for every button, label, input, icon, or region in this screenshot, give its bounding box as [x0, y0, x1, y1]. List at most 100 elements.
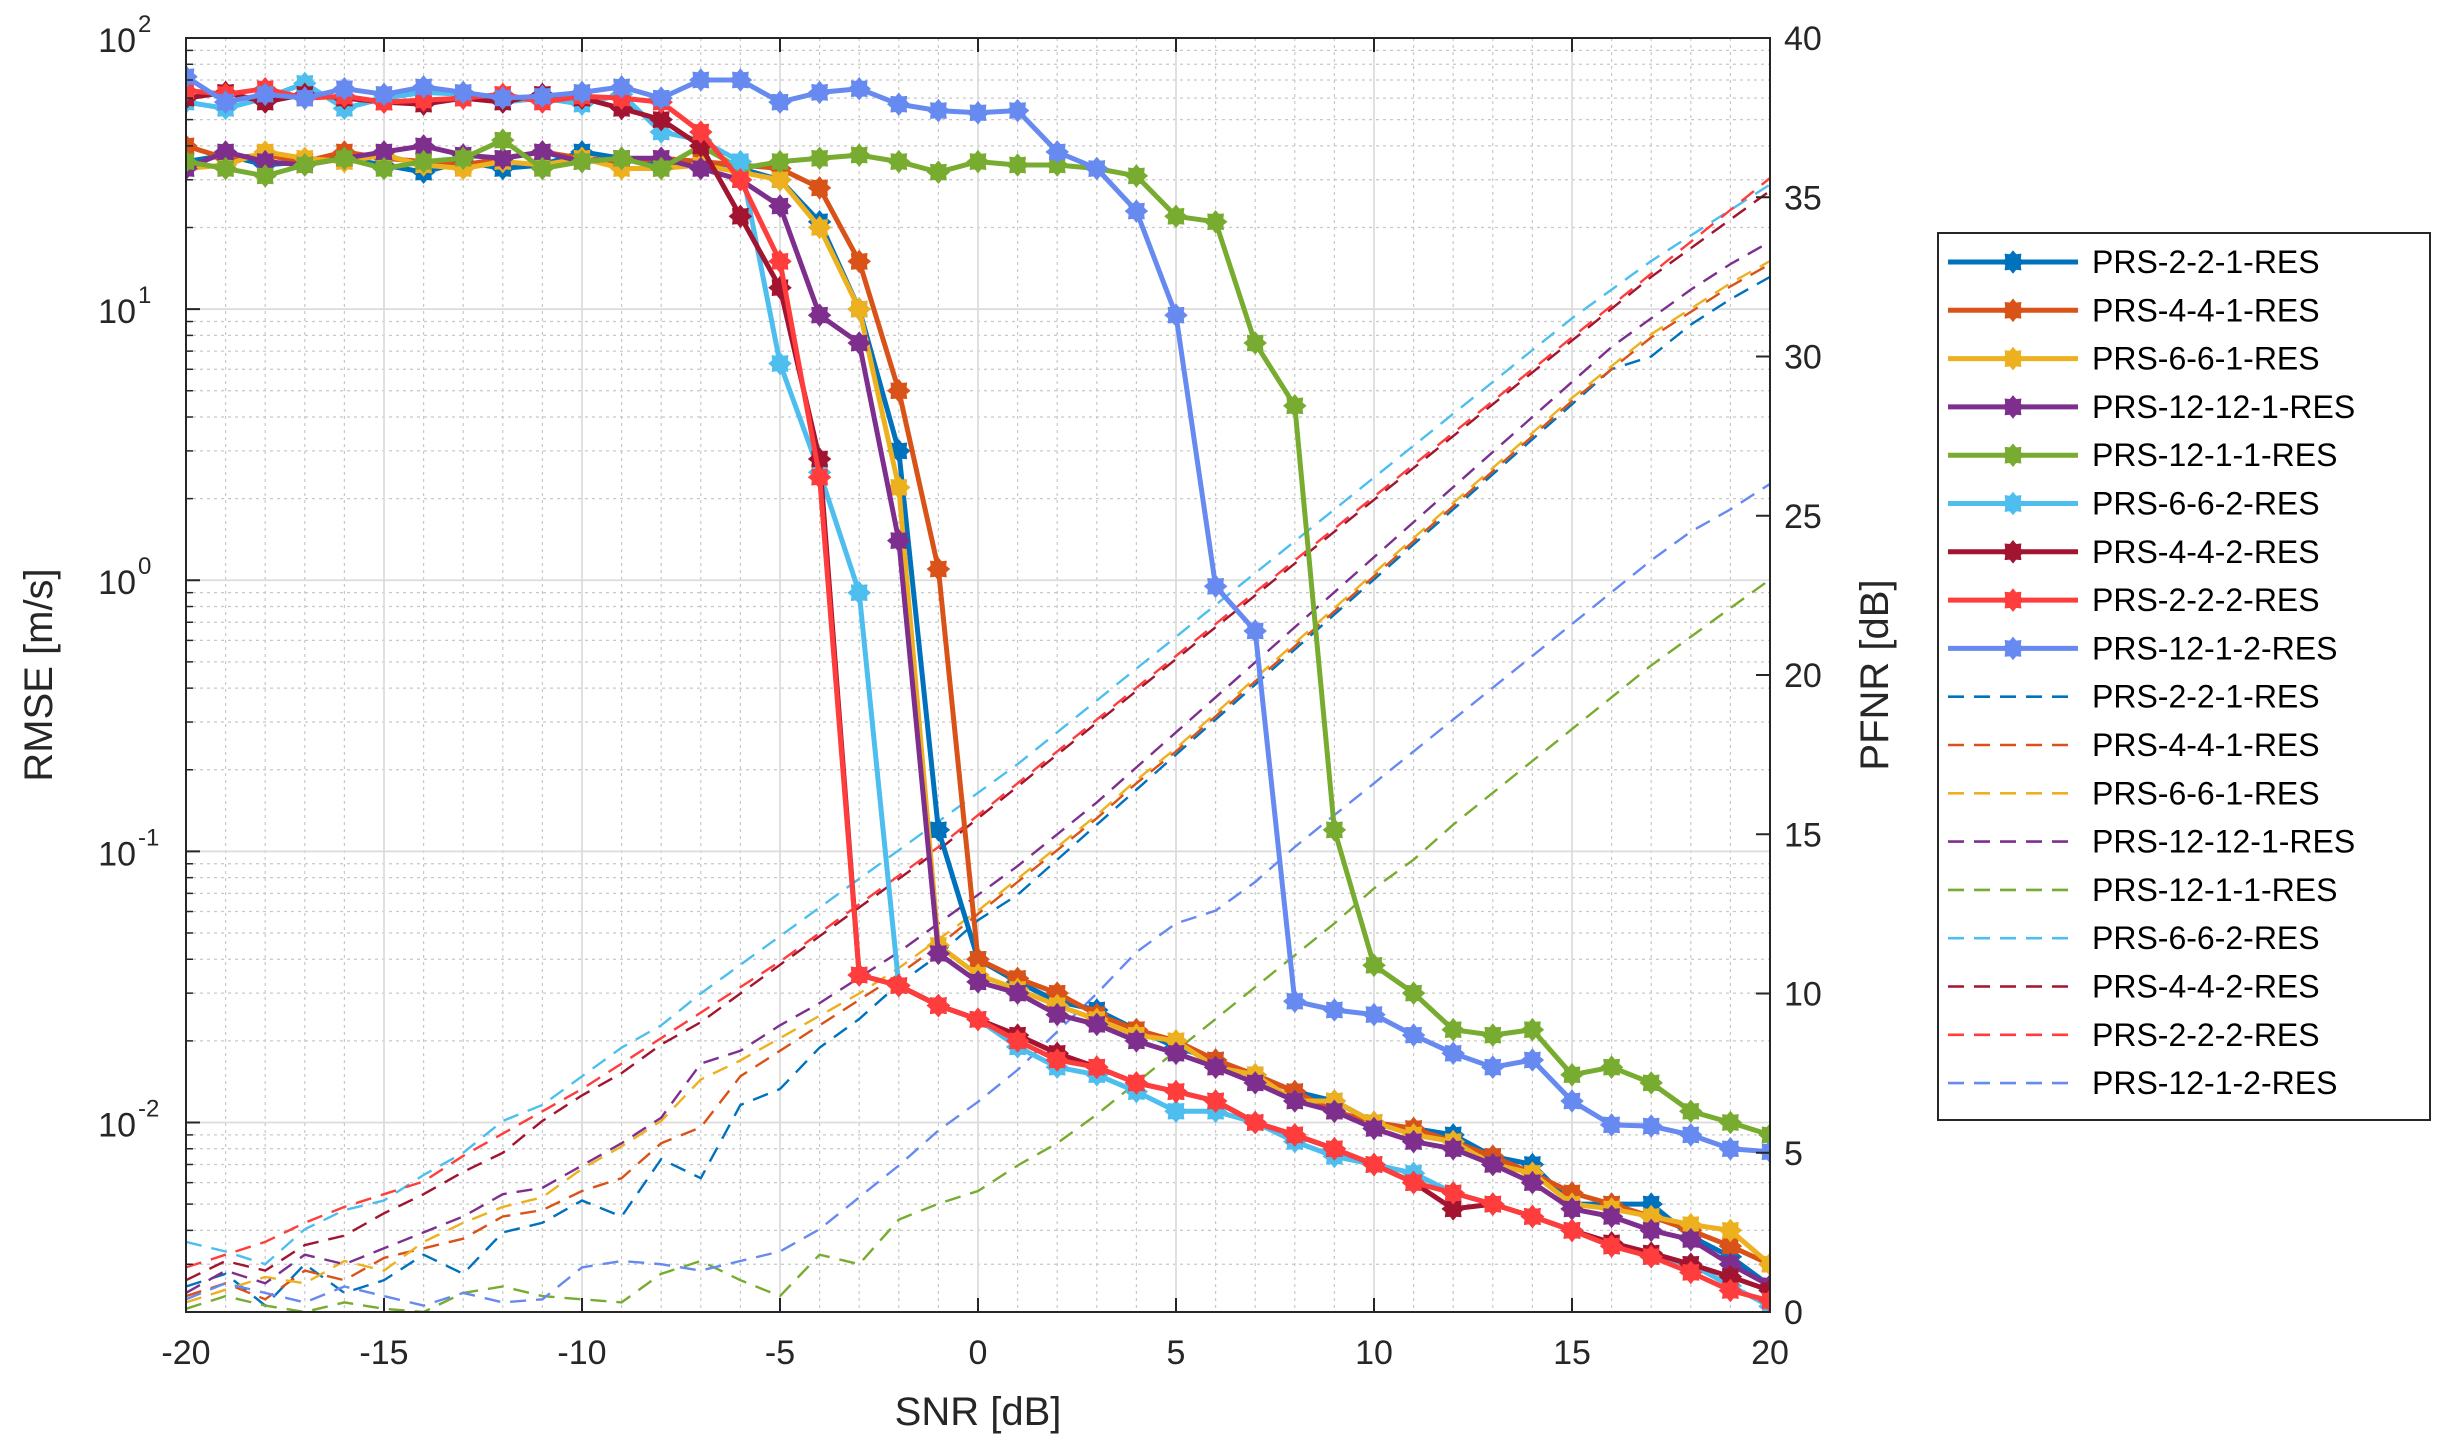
legend-entry: PRS-4-4-1-RES: [1948, 292, 2320, 328]
rmse-point: [1164, 1041, 1188, 1066]
y-left-tick-label: 10: [98, 835, 136, 873]
rmse-point: [689, 156, 713, 181]
rmse-point: [1243, 1110, 1267, 1135]
rmse-point: [1679, 1099, 1703, 1124]
legend-label: PRS-4-4-1-RES: [2092, 292, 2320, 328]
rmse-point: [293, 153, 317, 177]
y-left-tick-exponent: 0: [138, 553, 151, 580]
y-right-tick-label: 0: [1784, 1294, 1803, 1332]
legend-label: PRS-12-1-1-RES: [2092, 437, 2337, 473]
pfnr-line-prs-4-4-1-res: [186, 263, 1770, 1301]
rmse-point: [1520, 1048, 1545, 1072]
rmse-point: [1124, 1071, 1149, 1095]
legend-label: PRS-12-12-1-RES: [2092, 389, 2355, 425]
pfnr-line-prs-2-2-2-res: [186, 177, 1770, 1269]
rmse-point: [807, 465, 832, 489]
rmse-point: [768, 149, 792, 174]
legend-entry: PRS-2-2-2-RES: [1948, 1017, 2320, 1053]
rmse-point: [1283, 1123, 1307, 1147]
y-right-tick-label: 10: [1784, 976, 1822, 1014]
rmse-point: [768, 194, 792, 218]
rmse-point: [411, 75, 436, 99]
legend-label: PRS-2-2-2-RES: [2092, 582, 2320, 618]
rmse-point: [411, 134, 436, 158]
rmse-point: [966, 970, 990, 994]
x-tick-label: 0: [969, 1334, 988, 1372]
rmse-point: [807, 80, 832, 105]
rmse-point: [1758, 1139, 1770, 1164]
rmse-point: [372, 82, 396, 107]
rmse-point: [1283, 1089, 1307, 1113]
rmse-point: [1085, 1012, 1109, 1037]
rmse-point: [1045, 1048, 1069, 1072]
legend-entry: PRS-6-6-2-RES: [1948, 920, 2320, 956]
y-right-tick-label: 5: [1784, 1135, 1803, 1173]
legend: PRS-2-2-1-RES PRS-4-4-1-RES PRS-6-6-1-RES P…: [1937, 232, 2431, 1121]
y-left-axis-label: RMSE [m/s]: [17, 568, 61, 781]
y-right-tick-label: 20: [1784, 657, 1822, 695]
rmse-point: [1401, 1170, 1426, 1195]
rmse-point: [1401, 1129, 1426, 1154]
rmse-point: [728, 68, 753, 92]
rmse-series-group: [186, 64, 1770, 1312]
rmse-point: [213, 156, 238, 181]
legend-entry: PRS-12-1-2-RES: [1948, 630, 2337, 666]
rmse-point: [847, 76, 871, 101]
rmse-point: [1481, 1152, 1505, 1177]
rmse-point: [1203, 1055, 1228, 1079]
rmse-point: [1520, 1017, 1545, 1042]
rmse-point: [1679, 1123, 1703, 1147]
rmse-point: [966, 101, 990, 125]
rmse-point: [649, 156, 673, 181]
rmse-point: [491, 146, 515, 171]
rmse-point: [649, 107, 673, 132]
rmse-point: [1401, 1023, 1426, 1047]
rmse-point: [1560, 1197, 1584, 1221]
rmse-point: [1639, 1071, 1663, 1095]
y-right-tick-label: 40: [1784, 20, 1822, 58]
legend-entry: PRS-12-1-1-RES: [1948, 872, 2337, 908]
legend-entry: PRS-12-12-1-RES: [1948, 824, 2355, 860]
major-grid: [186, 38, 1770, 1312]
rmse-point: [1045, 140, 1069, 164]
rmse-point: [1164, 204, 1188, 229]
rmse-point: [332, 76, 357, 101]
rmse-point: [1362, 1116, 1386, 1141]
legend-label: PRS-12-1-2-RES: [2092, 1065, 2337, 1101]
rmse-point: [1045, 1002, 1069, 1027]
y-left-tick-label: 10: [98, 293, 136, 331]
rmse-point: [1164, 1099, 1188, 1124]
x-tick-label: 10: [1355, 1334, 1393, 1372]
rmse-point: [1441, 1181, 1465, 1205]
rmse-point: [253, 82, 277, 107]
rmse-point: [1599, 1234, 1624, 1258]
legend-entry: PRS-12-1-2-RES: [1948, 1065, 2337, 1101]
rmse-point: [1560, 1063, 1584, 1087]
rmse-point: [1243, 331, 1267, 355]
rmse-point: [966, 947, 990, 972]
rmse-point: [728, 168, 753, 192]
rmse-point: [1362, 1152, 1386, 1177]
rmse-point: [1758, 1289, 1770, 1312]
rmse-point: [807, 146, 832, 171]
rmse-point: [491, 86, 515, 110]
y-left-tick-label: 10: [98, 22, 136, 60]
legend-box: [1937, 232, 2431, 1121]
y-right-tick-label: 25: [1784, 498, 1822, 536]
rmse-point: [966, 149, 990, 174]
rmse-point: [887, 92, 911, 116]
rmse-point: [1441, 1041, 1465, 1066]
rmse-point: [1283, 394, 1307, 418]
x-tick-label: -10: [557, 1334, 606, 1372]
rmse-point: [926, 941, 951, 966]
rmse-point: [1362, 953, 1386, 978]
legend-marker-swatch: [2001, 636, 2025, 661]
rmse-point: [1718, 1110, 1743, 1135]
legend-label: PRS-4-4-2-RES: [2092, 969, 2320, 1005]
rmse-point: [186, 149, 198, 174]
rmse-point: [1322, 818, 1347, 842]
legend-marker-swatch: [2001, 250, 2025, 274]
rmse-point: [807, 176, 832, 200]
rmse-point: [1005, 1029, 1030, 1053]
pfnr-line-prs-6-6-2-res: [186, 183, 1770, 1266]
